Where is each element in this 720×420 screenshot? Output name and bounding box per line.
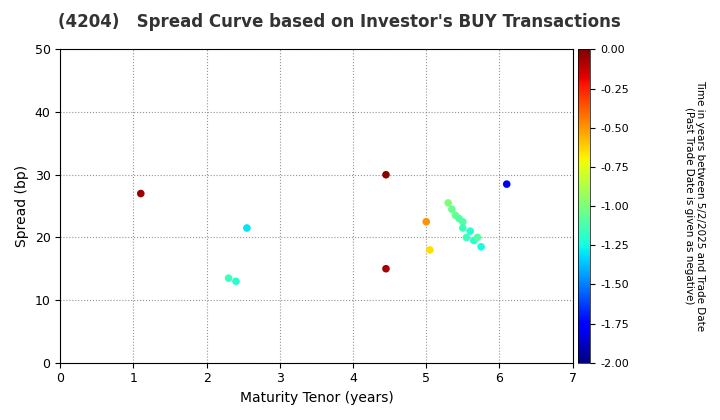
Y-axis label: Time in years between 5/2/2025 and Trade Date
(Past Trade Date is given as negat: Time in years between 5/2/2025 and Trade… (684, 81, 706, 332)
Point (475, 244, 487, 250)
Text: (4204)   Spread Curve based on Investor's BUY Transactions: (4204) Spread Curve based on Investor's … (58, 13, 621, 31)
Point (424, 247, 436, 253)
Point (450, 212, 462, 219)
Point (468, 237, 480, 244)
Point (241, 225, 253, 231)
Point (420, 218, 432, 225)
Point (501, 181, 513, 187)
Point (442, 200, 454, 206)
Point (472, 234, 483, 241)
Point (457, 225, 469, 231)
Point (454, 215, 465, 222)
Point (457, 218, 469, 225)
Point (380, 265, 392, 272)
Point (380, 171, 392, 178)
Y-axis label: Spread (bp): Spread (bp) (15, 165, 29, 247)
Point (446, 206, 458, 213)
Point (223, 275, 235, 281)
Point (230, 278, 242, 285)
X-axis label: Maturity Tenor (years): Maturity Tenor (years) (240, 391, 393, 405)
Point (135, 190, 147, 197)
Point (464, 228, 476, 234)
Point (461, 234, 472, 241)
